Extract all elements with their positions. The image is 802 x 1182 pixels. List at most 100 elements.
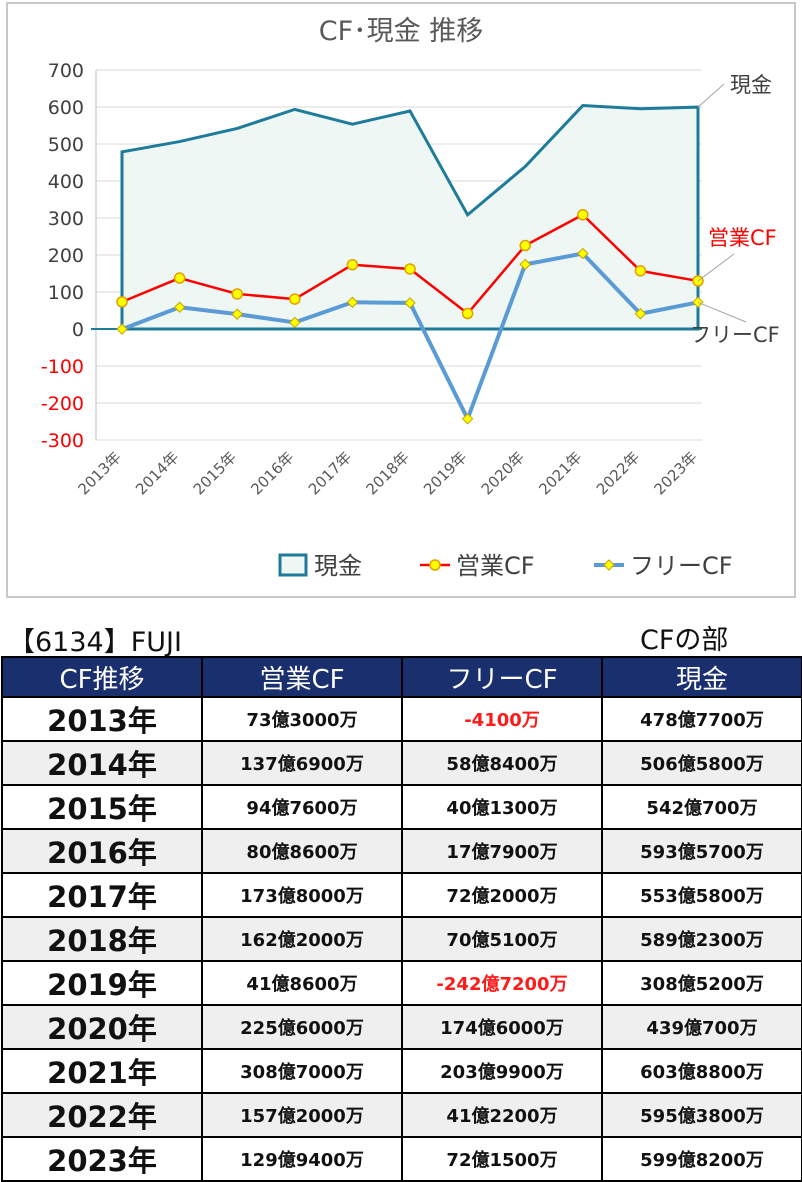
header-operating-cf: 営業CF bbox=[201, 656, 403, 698]
y-tick-label: -200 bbox=[41, 393, 84, 415]
table-row: 2023年 129億9400万 72億1500万 599億8200万 bbox=[1, 1136, 802, 1182]
operating-cf-cell: 73億3000万 bbox=[201, 696, 403, 742]
y-tick-label: -300 bbox=[41, 430, 84, 452]
cash-cell: 506億5800万 bbox=[601, 740, 802, 786]
x-tick-label: 2019年 bbox=[420, 448, 470, 498]
operating-cf-point bbox=[231, 288, 243, 300]
free-cf-cell: 41億2200万 bbox=[401, 1092, 603, 1138]
free-cf-cell: 72億2000万 bbox=[401, 872, 603, 918]
x-tick-label: 2021年 bbox=[535, 448, 585, 498]
free-cf-point bbox=[231, 308, 243, 320]
operating-cf-point bbox=[116, 296, 128, 308]
operating-cf-point bbox=[346, 258, 359, 271]
legend-label-free-cf: フリーCF bbox=[630, 552, 733, 580]
operating-cf-cell: 308億7000万 bbox=[201, 1048, 403, 1094]
free-cf-cell: 70億5100万 bbox=[401, 916, 603, 962]
table-row: 2014年 137億6900万 58億8400万 506億5800万 bbox=[1, 740, 802, 786]
free-cf-cell: 174億6000万 bbox=[401, 1004, 603, 1050]
y-tick-label: 300 bbox=[48, 208, 84, 230]
free-cf-cell: 40億1300万 bbox=[401, 784, 603, 830]
free-cf-point bbox=[346, 296, 359, 308]
free-cf-point bbox=[577, 247, 589, 260]
end-label-operating-cf: 営業CF bbox=[708, 226, 777, 250]
header-cash: 現金 bbox=[601, 656, 802, 698]
legend-swatch-cash bbox=[278, 553, 308, 577]
operating-cf-cell: 173億8000万 bbox=[201, 872, 403, 918]
legend-marker-operating-cf bbox=[429, 559, 441, 571]
table-row: 2022年 157億2000万 41億2200万 595億3800万 bbox=[1, 1092, 802, 1138]
end-label-free-cf: フリーCF bbox=[690, 323, 780, 347]
x-tick-label: 2022年 bbox=[593, 448, 643, 498]
operating-cf-point bbox=[461, 307, 474, 320]
operating-cf-point bbox=[519, 239, 531, 252]
operating-cf-point bbox=[404, 263, 416, 275]
cash-cell: 599億8200万 bbox=[601, 1136, 802, 1182]
cash-cell: 593億5700万 bbox=[601, 828, 802, 874]
free-cf-cell: -242億7200万 bbox=[401, 960, 603, 1006]
end-label-cash: 現金 bbox=[730, 73, 772, 97]
table-row: 2013年 73億3000万 -4100万 478億7700万 bbox=[1, 696, 802, 742]
section-heading: CFの部 bbox=[640, 625, 729, 656]
chart-panel: CF･現金 推移 700 600 500 400 300 200 100 0 -100 -200 -3… bbox=[6, 2, 796, 598]
free-cf-point bbox=[173, 301, 186, 313]
chart-title: CF･現金 推移 bbox=[319, 16, 483, 47]
free-cf-point bbox=[461, 413, 474, 425]
free-cf-point bbox=[404, 297, 416, 309]
operating-cf-cell: 157億2000万 bbox=[201, 1092, 403, 1138]
header-year: CF推移 bbox=[1, 656, 203, 698]
free-cf-point bbox=[289, 316, 301, 329]
table-row: 2016年 80億8600万 17億7900万 593億5700万 bbox=[1, 828, 802, 874]
cf-cash-line-chart: CF･現金 推移 700 600 500 400 300 200 100 0 -100 -200 -3… bbox=[41, 16, 780, 580]
year-cell: 2023年 bbox=[1, 1136, 203, 1182]
x-tick-label: 2018年 bbox=[362, 448, 412, 498]
table-row: 2017年 173億8000万 72億2000万 553億5800万 bbox=[1, 872, 802, 918]
x-tick-label: 2013年 bbox=[74, 448, 124, 498]
free-cf-cell: 72億1500万 bbox=[401, 1136, 603, 1182]
operating-cf-cell: 225億6000万 bbox=[201, 1004, 403, 1050]
end-label-leader bbox=[697, 301, 747, 323]
cash-cell: 595億3800万 bbox=[601, 1092, 802, 1138]
cash-cell: 478億7700万 bbox=[601, 696, 802, 742]
year-cell: 2022年 bbox=[1, 1092, 203, 1138]
year-cell: 2018年 bbox=[1, 916, 203, 962]
cf-table: CF推移 営業CF フリーCF 現金 2013年 73億3000万 -4100万 47… bbox=[1, 656, 802, 1182]
end-label-leader bbox=[697, 83, 725, 108]
operating-cf-cell: 41億8600万 bbox=[201, 960, 403, 1006]
year-cell: 2014年 bbox=[1, 740, 203, 786]
cash-cell: 308億5200万 bbox=[601, 960, 802, 1006]
operating-cf-cell: 80億8600万 bbox=[201, 828, 403, 874]
free-cf-cell: 203億9900万 bbox=[401, 1048, 603, 1094]
free-cf-point bbox=[634, 308, 647, 320]
year-cell: 2016年 bbox=[1, 828, 203, 874]
free-cf-cell: 58億8400万 bbox=[401, 740, 603, 786]
header-free-cf: フリーCF bbox=[401, 656, 603, 698]
x-tick-label: 2020年 bbox=[478, 448, 528, 498]
table-row: 2019年 41億8600万 -242億7200万 308億5200万 bbox=[1, 960, 802, 1006]
x-tick-label: 2023年 bbox=[650, 448, 700, 498]
table-row: 2015年 94億7600万 40億1300万 542億700万 bbox=[1, 784, 802, 830]
operating-cf-point bbox=[577, 209, 589, 221]
y-tick-label: -100 bbox=[41, 356, 84, 378]
cash-cell: 589億2300万 bbox=[601, 916, 802, 962]
cash-cell: 542億700万 bbox=[601, 784, 802, 830]
operating-cf-cell: 137億6900万 bbox=[201, 740, 403, 786]
table-row: 2020年 225億6000万 174億6000万 439億700万 bbox=[1, 1004, 802, 1050]
y-tick-label: 400 bbox=[48, 171, 84, 193]
legend-label-cash: 現金 bbox=[314, 552, 362, 580]
y-tick-label: 200 bbox=[48, 245, 84, 267]
table-row: 2018年 162億2000万 70億5100万 589億2300万 bbox=[1, 916, 802, 962]
operating-cf-point bbox=[173, 272, 186, 284]
year-cell: 2017年 bbox=[1, 872, 203, 918]
y-tick-label: 700 bbox=[48, 60, 84, 82]
operating-cf-cell: 94億7600万 bbox=[201, 784, 403, 830]
x-tick-label: 2015年 bbox=[190, 448, 240, 498]
operating-cf-point bbox=[289, 293, 301, 305]
operating-cf-cell: 162億2000万 bbox=[201, 916, 403, 962]
free-cf-cell: -4100万 bbox=[401, 696, 603, 742]
table-header-row: CF推移 営業CF フリーCF 現金 bbox=[1, 656, 802, 698]
x-tick-label: 2017年 bbox=[305, 448, 355, 498]
operating-cf-cell: 129億9400万 bbox=[201, 1136, 403, 1182]
cash-area bbox=[120, 104, 700, 331]
cash-cell: 603億8800万 bbox=[601, 1048, 802, 1094]
free-cf-point bbox=[116, 323, 128, 335]
